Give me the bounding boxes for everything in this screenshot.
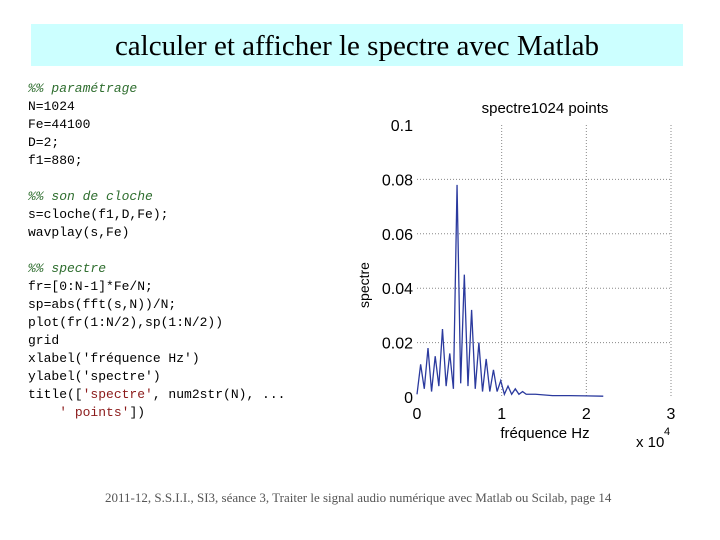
x-multiplier-exponent: 4 [664, 426, 670, 438]
matlab-code-block: %% paramétrage N=1024 Fe=44100 D=2; f1=8… [28, 80, 285, 422]
code-comment-cloche: %% son de cloche [28, 189, 153, 204]
code-line: f1=880; [28, 153, 83, 168]
code-token: ]) [129, 405, 146, 420]
code-token: , num2str(N), ... [152, 387, 286, 402]
code-token: title([ [28, 387, 83, 402]
x-tick-label: 2 [582, 406, 591, 423]
x-tick-label: 1 [497, 406, 506, 423]
code-line: wavplay(s,Fe) [28, 225, 130, 240]
spectrum-plot: 0 1 2 3 0 0.02 0.04 0.06 0.08 0.1 spectre1024 poin… [355, 95, 695, 465]
label-layer: 0 1 2 3 0 0.02 0.04 0.06 0.08 0.1 spectre1024 poin… [356, 100, 676, 451]
code-line: ylabel('spectre') [28, 369, 161, 384]
y-tick-label: 0 [404, 390, 413, 407]
code-line: N=1024 [28, 99, 75, 114]
code-string-token: 'spectre' [82, 387, 153, 402]
x-axis-label: fréquence Hz [500, 425, 589, 442]
code-string-token: ' points' [59, 405, 130, 420]
code-line: fr=[0:N-1]*Fe/N; [28, 279, 153, 294]
code-line: s=cloche(f1,D,Fe); [28, 207, 169, 222]
y-tick-label: 0.1 [391, 118, 413, 135]
code-comment-parametrage: %% paramétrage [28, 81, 138, 96]
y-tick-label: 0.06 [382, 227, 413, 244]
code-line: plot(fr(1:N/2),sp(1:N/2)) [28, 315, 224, 330]
x-tick-label: 3 [667, 406, 676, 423]
y-tick-label: 0.02 [382, 336, 413, 353]
code-line: sp=abs(fft(s,N))/N; [28, 297, 177, 312]
spectrum-series-line [416, 184, 604, 397]
spectrum-chart-svg: 0 1 2 3 0 0.02 0.04 0.06 0.08 0.1 spectre1024 poin… [356, 100, 676, 451]
chart-title: spectre1024 points [482, 100, 609, 117]
code-indent [28, 405, 59, 420]
x-multiplier-base: x 10 [636, 434, 664, 451]
slide-title-bar: calculer et afficher le spectre avec Mat… [31, 24, 683, 66]
slide-footer: 2011-12, S.S.I.I., SI3, séance 3, Traite… [105, 490, 612, 505]
y-tick-label: 0.04 [382, 281, 413, 298]
y-axis-label: spectre [356, 262, 372, 308]
x-tick-label: 0 [413, 406, 422, 423]
code-line: D=2; [28, 135, 60, 150]
code-line: xlabel('fréquence Hz') [28, 351, 200, 366]
y-tick-label: 0.08 [382, 172, 413, 189]
code-line-title: title(['spectre', num2str(N), ... [28, 386, 285, 404]
code-line: grid [28, 333, 60, 348]
code-line-title-cont: ' points']) [28, 404, 285, 422]
code-gap [28, 170, 285, 188]
code-gap [28, 242, 285, 260]
series-layer [416, 184, 604, 397]
code-line: Fe=44100 [28, 117, 91, 132]
slide-title: calculer et afficher le spectre avec Mat… [114, 30, 600, 62]
code-comment-spectre: %% spectre [28, 261, 107, 276]
